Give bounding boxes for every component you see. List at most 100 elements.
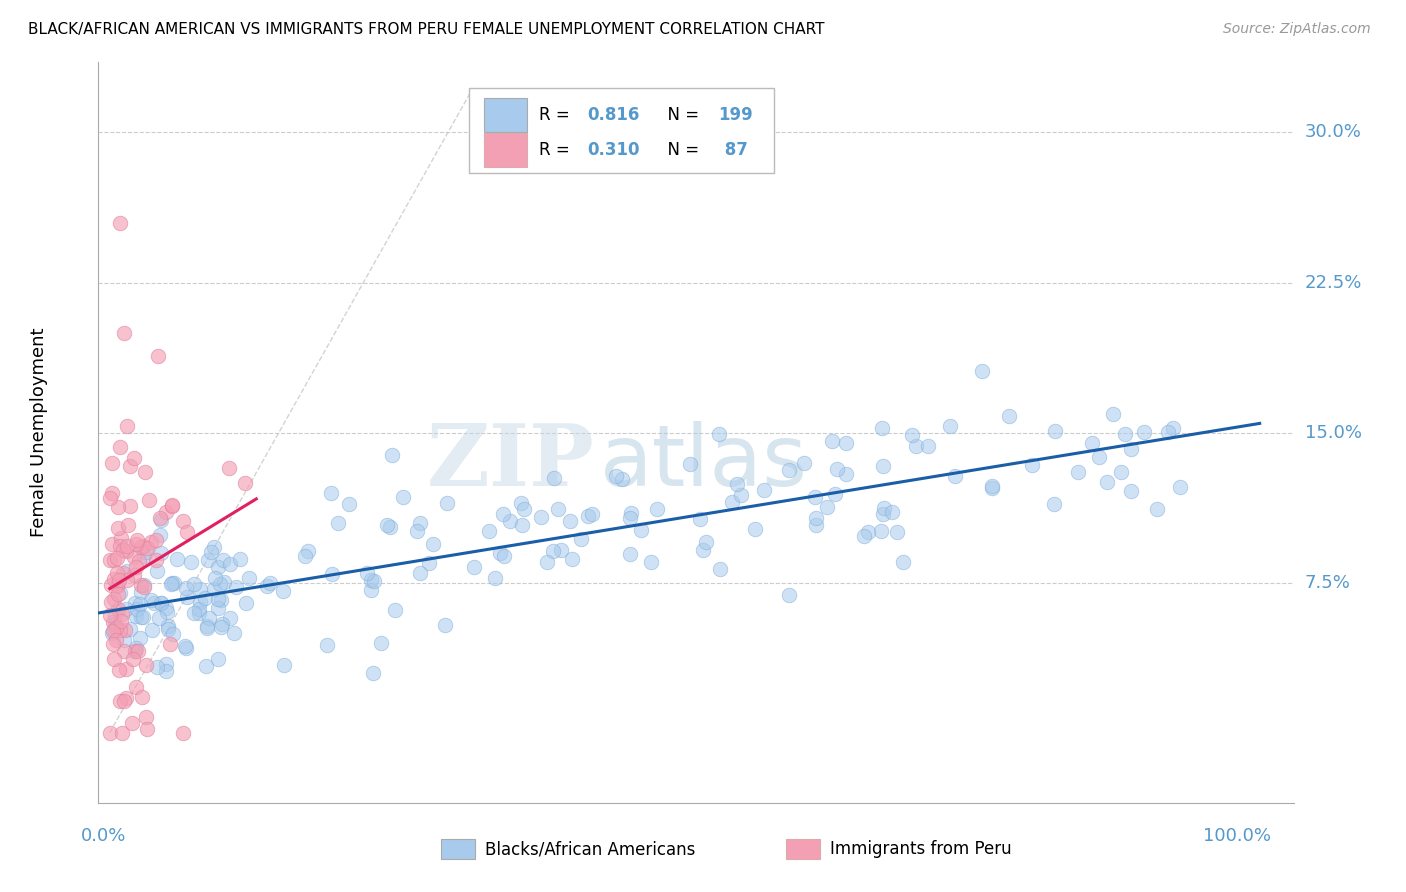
Point [172,725,194,739]
Point [120,458,142,473]
Point [510,517,533,532]
Point [214,575,236,590]
Point [835,436,858,450]
Text: 0.0%: 0.0% [82,827,127,845]
Point [498,515,520,529]
Point [998,409,1021,424]
Point [120,622,142,636]
Point [149,596,172,610]
Point [543,544,565,558]
Point [1146,502,1168,516]
Point [219,557,242,571]
Point [689,512,711,526]
Point [155,657,177,671]
Point [356,566,378,580]
Point [195,621,218,635]
Point [392,490,415,504]
Point [134,578,156,592]
Point [129,584,152,599]
Point [108,440,131,454]
Point [612,472,634,486]
Point [695,534,717,549]
Point [825,461,848,475]
Point [363,574,385,588]
Point [219,611,242,625]
Point [363,666,385,681]
Point [721,495,744,509]
Point [1067,465,1090,479]
Point [155,665,177,679]
FancyBboxPatch shape [485,98,527,132]
Text: 22.5%: 22.5% [1305,274,1362,292]
Point [803,490,825,504]
Point [100,553,122,567]
Point [145,564,167,578]
Point [418,556,440,570]
Point [619,547,641,561]
Point [211,617,233,632]
Point [111,566,134,581]
Point [129,578,152,592]
Point [139,592,162,607]
Point [370,635,392,649]
Point [209,577,232,591]
Point [162,498,184,512]
Point [108,540,131,554]
Point [107,587,129,601]
Point [135,722,157,736]
Point [679,457,702,471]
Point [103,573,125,587]
Point [103,623,125,637]
Point [125,559,148,574]
Point [328,516,350,530]
Point [105,550,128,565]
Point [904,439,927,453]
Point [125,680,148,694]
Point [558,514,581,528]
Point [406,524,429,538]
Point [202,582,225,596]
Point [207,591,229,606]
Point [122,652,145,666]
Point [145,533,167,548]
Point [115,419,138,434]
Point [142,596,165,610]
Point [101,537,124,551]
Point [824,486,846,500]
Point [891,555,914,569]
Point [294,549,316,563]
Point [886,525,908,540]
Point [125,640,148,655]
Point [209,593,232,607]
Point [98,491,121,506]
Point [162,626,184,640]
Point [132,610,155,624]
Point [117,517,139,532]
Point [118,499,141,513]
Point [536,555,558,569]
Point [112,643,135,657]
Point [550,543,572,558]
Point [122,567,145,582]
Point [489,546,512,560]
Point [107,520,129,534]
Point [129,610,152,624]
Point [315,639,337,653]
Point [778,463,800,477]
Point [149,513,172,527]
FancyBboxPatch shape [485,133,527,168]
Point [135,658,157,673]
Point [117,539,139,553]
Point [319,486,342,500]
Point [112,542,135,557]
Point [159,637,181,651]
Point [103,553,125,567]
Point [188,582,211,596]
Point [972,364,994,378]
Point [492,549,515,564]
Point [492,507,515,521]
Point [509,496,531,510]
Point [692,543,714,558]
Point [821,434,844,448]
Point [124,644,146,658]
